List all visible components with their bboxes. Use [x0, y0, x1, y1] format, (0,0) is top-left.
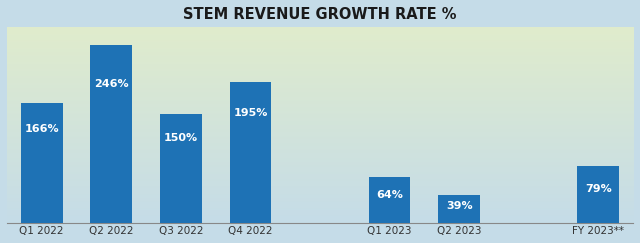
Bar: [369, 177, 410, 223]
Text: 150%: 150%: [164, 133, 198, 143]
Bar: [230, 82, 271, 223]
Title: STEM REVENUE GROWTH RATE %: STEM REVENUE GROWTH RATE %: [183, 7, 457, 22]
Text: 39%: 39%: [446, 201, 472, 211]
Bar: [90, 45, 132, 223]
Bar: [438, 195, 480, 223]
Bar: [21, 103, 63, 223]
Text: 79%: 79%: [585, 184, 612, 194]
Text: 166%: 166%: [24, 124, 59, 134]
Text: 246%: 246%: [94, 79, 129, 89]
Bar: [577, 166, 619, 223]
Bar: [160, 114, 202, 223]
Text: 195%: 195%: [233, 108, 268, 118]
Text: 64%: 64%: [376, 191, 403, 200]
